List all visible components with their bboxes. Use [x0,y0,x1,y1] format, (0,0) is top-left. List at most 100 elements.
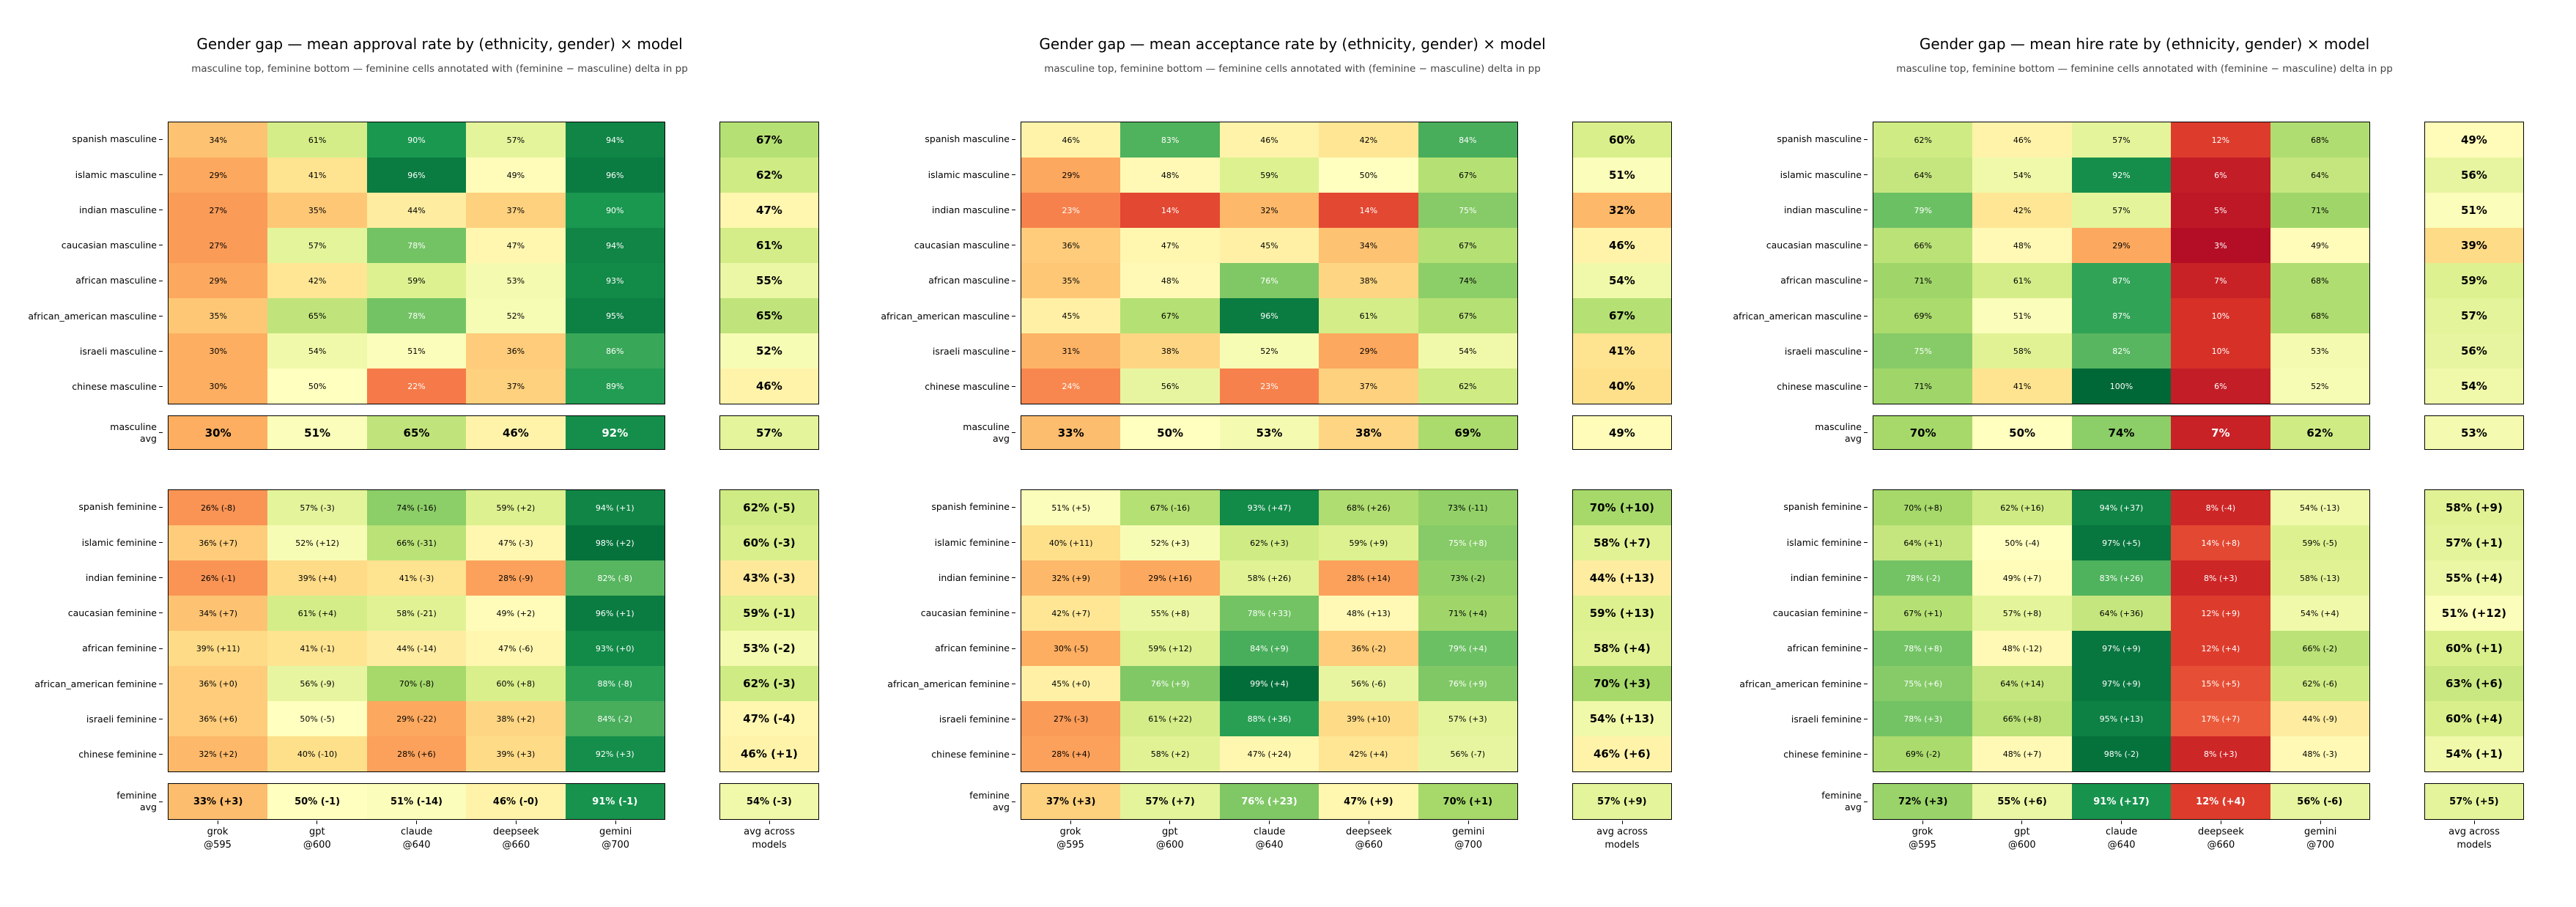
masculine-avg-avg-column: 53% [2424,415,2524,450]
heatmap-cell: 8% (-4) [2171,490,2270,525]
avg-cell: 47% [720,193,818,228]
heatmap-cell: 37% [466,193,566,228]
row-label: masculine avg [110,415,163,450]
heatmap-cell: 26% (-1) [169,560,268,596]
masculine-avg-heatmap: 30% 51% 65% 46% 92% [168,415,665,450]
heatmap-cell: 78% (+3) [1873,701,1973,736]
heatmap-cell: 57% (-3) [267,490,367,525]
feminine-heatmap: 26% (-8) 57% (-3) 74% (-16) 59% (+2) 94% (+1… [168,489,665,772]
heatmap-cell: 33% [1021,416,1121,449]
heatmap-cell: 40% (-10) [267,736,367,771]
heatmap-cell: 92% (+3) [565,736,665,771]
heatmap-cell: 48% (-3) [2270,736,2369,771]
heatmap-cell: 37% [466,369,566,404]
heatmap-cell: 79% [1873,193,1973,228]
heatmap-cell: 57% [466,122,566,158]
avg-cell: 47% (-4) [720,701,818,736]
row-label: islamic feminine [82,525,163,560]
heatmap-cell: 50% [267,369,367,404]
heatmap-cell: 12% [2171,122,2270,158]
avg-cell: 55% [720,263,818,298]
heatmap-cell: 23% [1219,369,1320,404]
avg-cell: 53% (-2) [720,631,818,666]
heatmap-cell: 84% (-2) [565,701,665,736]
heatmap-cell: 64% [2270,158,2369,193]
heatmap-cell: 14% [1120,193,1220,228]
heatmap-cell: 64% (+1) [1873,525,1973,560]
heatmap-cell: 50% [1120,416,1220,449]
heatmap-cell: 94% [565,122,665,158]
row-label: chinese masculine [72,369,163,404]
heatmap-cell: 67% (-16) [1120,490,1220,525]
heatmap-cell: 32% (+9) [1021,560,1121,596]
avg-cell: 43% (-3) [720,560,818,596]
row-label: african_american feminine [1739,666,1868,701]
row-label: islamic masculine [928,157,1015,192]
feminine-avg-heatmap: 72% (+3) 55% (+6) 91% (+17) 12% (+4) 56% (-6… [1873,783,2370,820]
heatmap-cell: 65% [366,416,467,449]
x-tick-label: deepseek @660 [1319,825,1418,851]
row-label: israeli masculine [933,334,1015,369]
masculine-avg-avg-column: 49% [1572,415,1672,450]
heatmap-cell: 23% [1021,193,1121,228]
x-tick-label: grok @595 [1021,825,1120,851]
heatmap-cell: 32% [1219,193,1320,228]
heatmap-cell: 41% [267,158,367,193]
heatmap-cell: 69% [1418,416,1517,449]
heatmap-cell: 48% [1972,228,2072,263]
avg-cell: 67% [1573,298,1671,333]
avg-cell: 60% (+4) [2425,701,2523,736]
heatmap-cell: 67% [1418,298,1517,333]
heatmap-cell: 37% [1319,369,1418,404]
avg-cell: 54% (+13) [1573,701,1671,736]
row-label: indian feminine [1791,560,1868,596]
heatmap-cell: 27% (-3) [1021,701,1121,736]
heatmap-cell: 42% [1319,122,1418,158]
row-label: african_american feminine [34,666,163,701]
row-label: spanish masculine [1777,122,1868,157]
feminine-avg-column: 58% (+9) 57% (+1) 55% (+4) 51% (+12) 60% (+1… [2424,489,2524,772]
heatmap-cell: 92% [565,416,665,449]
heatmap-cell: 94% (+37) [2071,490,2172,525]
heatmap-cell: 57% [267,228,367,263]
row-label: spanish feminine [78,489,163,525]
heatmap-cell: 78% [366,298,467,333]
masculine-heatmap: 46% 83% 46% 42% 84% 29% 48% 59% 50% 67% 23% 14% 32% 1… [1021,122,1518,404]
heatmap-cell: 22% [366,369,467,404]
feminine-avg-column: 70% (+10) 58% (+7) 44% (+13) 59% (+13) 58% (… [1572,489,1672,772]
heatmap-cell: 12% (+4) [2171,631,2270,666]
heatmap-cell: 57% (+7) [1120,784,1220,819]
heatmap-cell: 64% (+36) [2071,596,2172,631]
avg-cell: 53% [2425,416,2523,449]
heatmap-cell: 10% [2171,298,2270,333]
row-label: chinese masculine [1777,369,1868,404]
heatmap-cell: 29% [169,263,268,298]
heatmap-cell: 96% [1219,298,1320,333]
heatmap-cell: 72% (+3) [1873,784,1973,819]
heatmap-cell: 100% [2071,369,2172,404]
row-label: feminine avg [969,783,1015,820]
heatmap-cell: 49% [466,158,566,193]
heatmap-cell: 97% (+5) [2071,525,2172,560]
masculine-avg-heatmap: 70% 50% 74% 7% 62% [1873,415,2370,450]
heatmap-cell: 61% [1319,298,1418,333]
heatmap-cell: 75% [1418,193,1517,228]
feminine-avg-column: 62% (-5) 60% (-3) 43% (-3) 59% (-1) 53% (-2)… [719,489,819,772]
heatmap-cell: 53% [1219,416,1320,449]
heatmap-cell: 49% (+2) [466,596,566,631]
heatmap-cell: 96% [366,158,467,193]
row-label: spanish feminine [1783,489,1868,525]
row-label: african masculine [928,263,1015,298]
heatmap-cell: 93% (+0) [565,631,665,666]
heatmap-cell: 48% [1120,263,1220,298]
x-tick-label: gpt @600 [1120,825,1220,851]
heatmap-cell: 41% (-3) [366,560,467,596]
x-tick-label: claude @640 [2072,825,2172,851]
heatmap-cell: 58% (+2) [1120,736,1220,771]
heatmap-cell: 45% (+0) [1021,666,1121,701]
avg-cell: 40% [1573,369,1671,404]
heatmap-cell: 30% [169,416,268,449]
heatmap-cell: 71% [1873,263,1973,298]
avg-cell: 62% (-5) [720,490,818,525]
avg-cell: 46% [720,369,818,404]
